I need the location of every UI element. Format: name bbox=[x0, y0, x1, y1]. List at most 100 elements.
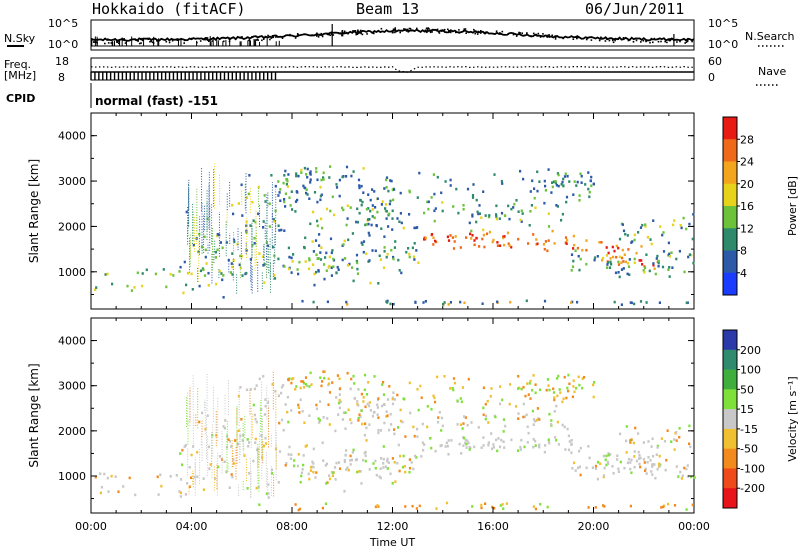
velocity-panel-cell bbox=[256, 448, 259, 452]
power-panel-cell bbox=[506, 231, 510, 235]
power-panel-cell bbox=[430, 196, 433, 199]
velocity-colorbar-tick-label: -200 bbox=[740, 482, 765, 495]
power-panel-cell bbox=[328, 176, 331, 179]
velocity-panel-cell bbox=[633, 455, 636, 458]
power-panel-cell bbox=[207, 284, 210, 287]
power-panel-cell bbox=[205, 262, 208, 265]
power-panel-cell bbox=[543, 299, 547, 303]
power-panel-cell bbox=[446, 235, 449, 239]
velocity-panel-cell bbox=[528, 382, 531, 385]
power-panel-cell bbox=[621, 256, 624, 260]
velocity-panel-cell bbox=[270, 468, 274, 472]
power-panel-cell bbox=[576, 180, 579, 184]
noise-search-point bbox=[627, 39, 630, 42]
power-panel-cell bbox=[304, 260, 307, 263]
velocity-panel-cell bbox=[246, 438, 249, 441]
power-panel-cell bbox=[465, 236, 468, 239]
velocity-panel-cell bbox=[344, 411, 347, 414]
noise-search-point bbox=[151, 41, 154, 43]
velocity-panel-cell bbox=[396, 461, 399, 465]
noise-search-point bbox=[554, 38, 557, 40]
noise-search-point bbox=[320, 33, 323, 35]
noise-search-point bbox=[617, 38, 620, 40]
power-panel-cell bbox=[240, 183, 243, 187]
power-panel-cell bbox=[415, 249, 418, 252]
power-panel-cell bbox=[688, 222, 691, 226]
noise-search-point bbox=[137, 39, 139, 41]
velocity-panel-cell bbox=[302, 463, 305, 467]
velocity-panel-cell bbox=[362, 396, 365, 399]
velocity-panel-cell bbox=[445, 501, 449, 505]
power-panel-cell bbox=[580, 181, 583, 184]
noise-search-point bbox=[576, 37, 578, 40]
velocity-panel-cell bbox=[465, 446, 468, 449]
power-panel-cell bbox=[284, 192, 287, 196]
noise-search-point bbox=[262, 38, 265, 40]
noise-search-point bbox=[546, 34, 548, 37]
power-panel-cell bbox=[357, 178, 361, 182]
noise-search-point bbox=[303, 33, 306, 36]
site-title: Hokkaido (fitACF) bbox=[92, 0, 246, 18]
velocity-panel-cell bbox=[324, 502, 328, 506]
velocity-panel-cell bbox=[573, 390, 576, 394]
power-panel-cell bbox=[536, 189, 539, 193]
velocity-panel-cell bbox=[317, 417, 320, 420]
velocity-panel-cell bbox=[264, 436, 267, 440]
velocity-panel-cell bbox=[387, 398, 390, 401]
power-panel-cell bbox=[263, 194, 266, 197]
power-panel-cell bbox=[384, 207, 387, 210]
velocity-panel-cell bbox=[349, 463, 352, 466]
power-panel-cell bbox=[593, 258, 596, 262]
power-panel-cell bbox=[218, 269, 221, 273]
power-panel-cell bbox=[285, 178, 288, 181]
velocity-panel-cell bbox=[94, 475, 97, 479]
power-panel-cell bbox=[296, 191, 299, 194]
velocity-panel-cell bbox=[666, 429, 669, 432]
velocity-panel-cell bbox=[114, 475, 117, 478]
velocity-colorbar-swatch bbox=[723, 389, 737, 410]
power-panel-cell bbox=[544, 240, 547, 243]
power-panel-cell bbox=[530, 204, 533, 207]
power-panel-cell bbox=[296, 268, 299, 271]
noise-search-point bbox=[507, 33, 510, 35]
velocity-panel-cell bbox=[284, 464, 287, 467]
power-panel-cell bbox=[378, 254, 381, 258]
power-panel-cell bbox=[383, 187, 386, 190]
velocity-panel-cell bbox=[328, 391, 332, 394]
velocity-panel-cell bbox=[546, 378, 549, 381]
velocity-panel-cell bbox=[302, 454, 305, 457]
power-panel-cell bbox=[679, 224, 682, 227]
noise-search-point bbox=[450, 29, 453, 32]
velocity-panel-cell bbox=[223, 426, 226, 430]
power-panel-cell bbox=[572, 247, 575, 250]
velocity-panel-cell bbox=[277, 394, 280, 398]
velocity-panel-cell bbox=[352, 448, 355, 452]
velocity-panel-cell bbox=[252, 459, 255, 463]
power-panel-cell bbox=[295, 172, 298, 175]
power-panel-cell bbox=[391, 228, 394, 231]
noise-search-point bbox=[501, 30, 504, 33]
velocity-panel-cell bbox=[519, 445, 522, 449]
velocity-panel-cell bbox=[310, 383, 313, 386]
velocity-panel-cell bbox=[670, 440, 673, 443]
power-panel-cell bbox=[371, 188, 374, 191]
velocity-panel-cell bbox=[222, 425, 225, 428]
power-panel-cell bbox=[645, 253, 648, 256]
noise-search-point bbox=[447, 28, 449, 31]
power-panel-cell bbox=[441, 201, 444, 204]
power-panel-cell bbox=[318, 233, 321, 236]
velocity-panel-cell bbox=[227, 438, 230, 441]
velocity-panel-cell bbox=[693, 476, 696, 479]
power-panel-cell bbox=[618, 275, 621, 279]
power-panel-cell bbox=[579, 257, 582, 261]
power-panel-cell bbox=[411, 246, 414, 250]
power-panel-cell bbox=[451, 236, 454, 239]
power-panel-cell bbox=[126, 284, 129, 288]
power-panel-cell bbox=[633, 261, 636, 265]
power-panel-cell bbox=[556, 205, 559, 208]
noise-search-point bbox=[156, 39, 159, 41]
velocity-panel-cell bbox=[232, 458, 235, 461]
power-panel-cell bbox=[165, 285, 168, 289]
velocity-panel-cell bbox=[290, 453, 293, 456]
power-panel-cell bbox=[284, 169, 287, 173]
